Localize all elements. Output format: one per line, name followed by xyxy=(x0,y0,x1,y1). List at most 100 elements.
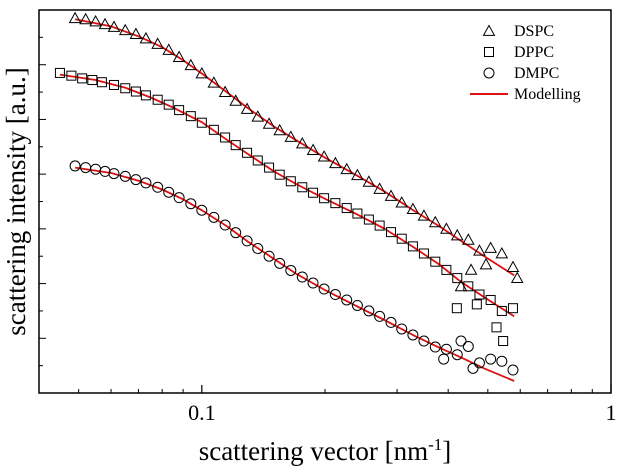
dmpc-point xyxy=(496,355,508,367)
dmpc-point xyxy=(252,243,264,255)
x-tick-label: 1 xyxy=(606,400,617,425)
dspc-point xyxy=(384,189,398,201)
dmpc-point xyxy=(108,168,120,180)
dmpc-point xyxy=(130,174,142,186)
dspc-point xyxy=(107,20,121,32)
dmpc-point xyxy=(455,335,467,347)
dspc-point xyxy=(373,182,386,194)
dmpc-point xyxy=(173,192,185,204)
dmpc-point xyxy=(363,305,375,317)
axis-labels: scattering vector [nm-1] scattering inten… xyxy=(1,67,451,466)
dppc-point xyxy=(230,140,241,151)
dmpc-point xyxy=(296,271,308,283)
dppc-point xyxy=(130,86,141,97)
dmpc-point xyxy=(438,353,450,365)
dmpc-point xyxy=(196,204,208,216)
dmpc-point xyxy=(241,235,253,247)
dppc-point xyxy=(66,70,77,81)
dmpc-point xyxy=(230,227,242,239)
dppc-point xyxy=(140,90,151,101)
dmpc-point xyxy=(385,316,397,328)
dmpc-point xyxy=(341,294,353,306)
legend: DSPC DPPC DMPC Modelling xyxy=(470,23,581,103)
dppc-point xyxy=(491,322,502,333)
model-curve xyxy=(74,18,515,277)
dspc-point xyxy=(273,123,287,136)
dspc-point xyxy=(428,215,442,228)
dspc-point xyxy=(295,136,309,149)
dppc-point xyxy=(308,187,319,198)
dspc-point xyxy=(351,168,364,181)
dmpc-point xyxy=(467,362,479,374)
dppc-point xyxy=(285,176,296,187)
dppc-point xyxy=(386,227,397,238)
dmpc-point xyxy=(473,357,485,369)
dspc-point xyxy=(479,257,493,270)
dspc-point xyxy=(89,14,102,27)
dspc-point xyxy=(184,58,198,71)
dppc-point xyxy=(451,303,462,314)
dmpc-point xyxy=(396,323,408,335)
dppc-point xyxy=(374,220,385,231)
dspc-point xyxy=(510,271,524,283)
dmpc-point xyxy=(80,162,92,174)
dspc-point xyxy=(417,209,431,221)
dspc-point xyxy=(162,43,176,55)
dppc-point xyxy=(242,147,253,158)
dmpc-point xyxy=(285,264,297,276)
dspc-point xyxy=(218,85,232,97)
dspc-point xyxy=(306,143,320,155)
dmpc-point xyxy=(329,289,341,301)
dspc-point xyxy=(461,233,475,245)
dspc-point xyxy=(251,110,265,122)
dspc-point xyxy=(406,202,420,215)
dmpc-point xyxy=(208,211,220,223)
legend-square-sample xyxy=(484,47,494,57)
dspc-point xyxy=(68,11,82,24)
dmpc-point xyxy=(219,219,231,231)
dppc-point xyxy=(407,241,418,252)
dspc-point xyxy=(229,94,243,106)
x-axis-title: scattering vector [nm-1] xyxy=(199,435,452,466)
legend-label: DSPC xyxy=(514,23,554,40)
dspc-point xyxy=(495,246,509,259)
dspc-point xyxy=(484,241,497,253)
dspc-point xyxy=(473,244,486,256)
dspc-point xyxy=(395,196,409,208)
dmpc-point xyxy=(462,340,474,352)
dppc-point xyxy=(452,273,463,284)
dspc-point xyxy=(506,260,520,273)
dppc-point xyxy=(396,233,407,244)
dppc-point xyxy=(152,94,163,105)
dmpc-point xyxy=(69,160,81,172)
dmpc-point xyxy=(351,299,363,311)
dppc-point xyxy=(352,208,363,219)
dppc-point xyxy=(185,111,196,122)
dspc-point xyxy=(340,162,354,175)
model-curves xyxy=(59,18,515,382)
dspc-point xyxy=(151,37,165,49)
dppc-point xyxy=(77,73,88,84)
dspc-point xyxy=(464,263,478,275)
dspc-point xyxy=(129,27,143,39)
model-curve xyxy=(74,166,515,382)
dspc-point xyxy=(118,23,132,36)
dppc-point xyxy=(441,264,452,275)
dmpc-point xyxy=(152,181,164,193)
dppc-point xyxy=(363,214,374,225)
dspc-point xyxy=(284,130,298,142)
dppc-point xyxy=(163,99,174,110)
dmpc-point xyxy=(163,186,175,198)
dppc-point xyxy=(264,162,275,173)
dppc-point xyxy=(120,83,131,94)
dppc-point xyxy=(507,303,518,314)
dppc-point xyxy=(485,294,496,305)
dmpc-point xyxy=(429,341,441,353)
dppc-point xyxy=(319,193,330,204)
dppc-point xyxy=(471,299,482,310)
dppc-point xyxy=(108,79,119,90)
y-axis-title: scattering intensity [a.u.] xyxy=(1,67,31,335)
dspc-point xyxy=(440,222,453,234)
dppc-point xyxy=(496,305,507,316)
legend-triangle-sample xyxy=(482,24,496,36)
